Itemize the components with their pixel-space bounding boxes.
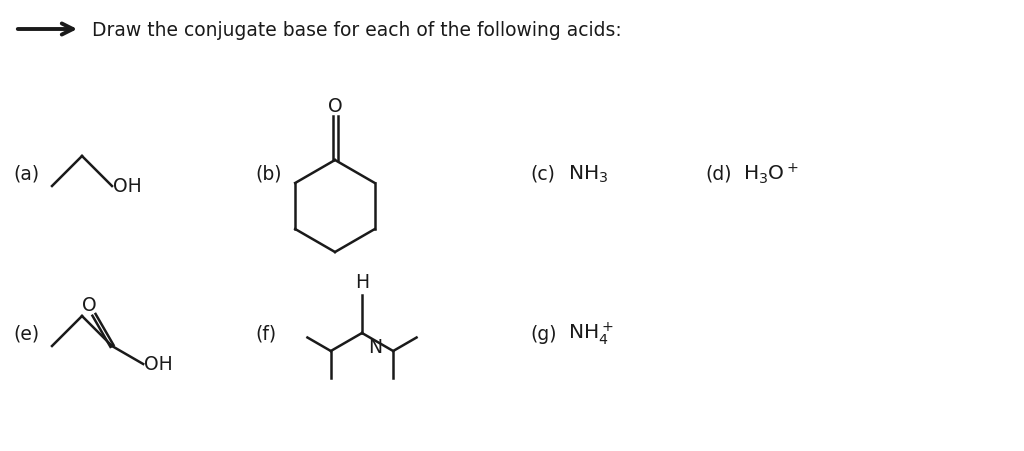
- Text: $\mathrm{H_3O^+}$: $\mathrm{H_3O^+}$: [743, 161, 799, 186]
- Text: OH: OH: [113, 177, 141, 196]
- Text: $\mathrm{NH_4^+}$: $\mathrm{NH_4^+}$: [568, 320, 613, 347]
- Text: (b): (b): [255, 164, 282, 183]
- Text: (f): (f): [255, 324, 276, 343]
- Text: (g): (g): [530, 324, 556, 343]
- Text: (e): (e): [13, 324, 39, 343]
- Text: O: O: [328, 97, 342, 116]
- Text: Draw the conjugate base for each of the following acids:: Draw the conjugate base for each of the …: [92, 20, 622, 39]
- Text: OH: OH: [144, 355, 173, 374]
- Text: (a): (a): [13, 164, 39, 183]
- Text: (d): (d): [705, 164, 731, 183]
- Text: H: H: [355, 272, 369, 291]
- Text: N: N: [368, 337, 382, 356]
- Text: O: O: [82, 296, 96, 315]
- Text: $\mathrm{NH_3}$: $\mathrm{NH_3}$: [568, 163, 608, 184]
- Text: (c): (c): [530, 164, 555, 183]
